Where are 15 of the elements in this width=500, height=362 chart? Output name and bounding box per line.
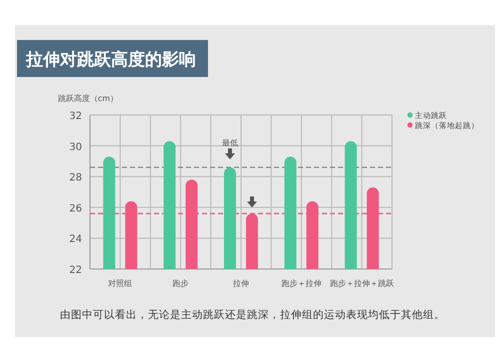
x-tick-label: 跑步＋拉伸 [281,279,322,288]
y-tick-label: 26 [69,203,82,214]
y-tick-label: 30 [69,142,82,153]
x-tick-label: 跑步＋拉伸＋跳跃 [330,279,394,288]
y-tick-label: 22 [69,265,82,276]
x-tick-label: 拉伸 [233,279,249,288]
y-tick-label: 32 [69,111,82,122]
x-tick-label: 跑步 [172,279,189,288]
y-tick-label: 24 [69,234,82,246]
y-axis-title: 跳跃高度（cm） [58,94,118,103]
chart-title: 拉伸对跳跃高度的影响 [25,50,196,70]
x-tick-label: 对照组 [108,279,132,288]
text: 由图中可以看出，无论是主动跳跃还是跳深，拉伸组的运动表现均低于其他组。 [60,308,445,321]
annotation: 最低 [222,138,238,148]
y-tick-label: 28 [69,172,82,184]
